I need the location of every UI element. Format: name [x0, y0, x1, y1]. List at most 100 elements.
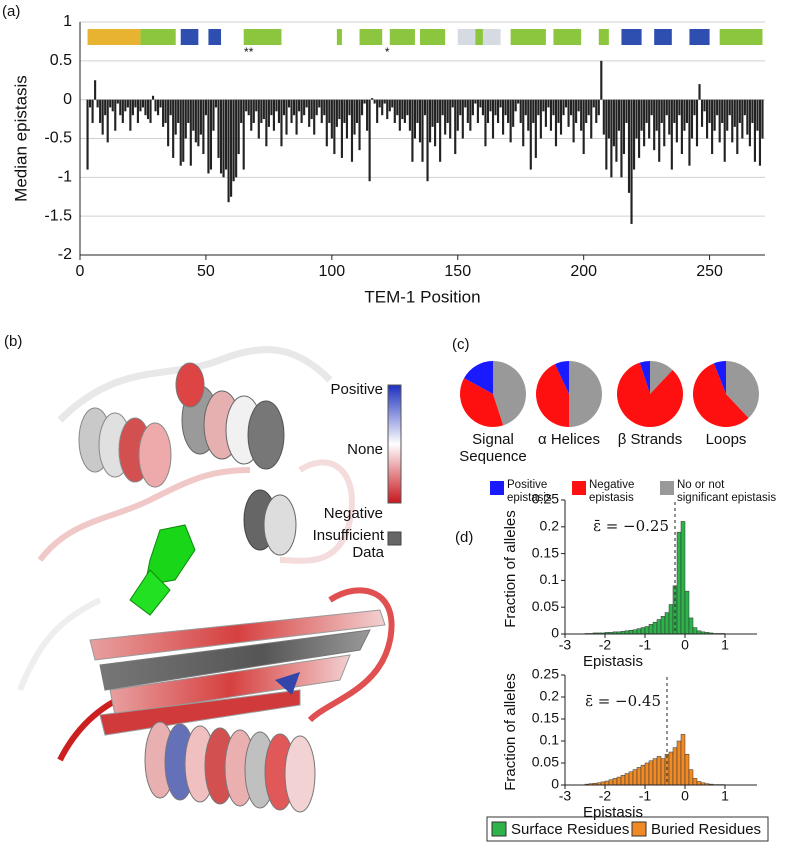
bar — [519, 99, 522, 123]
legend-label: Negative epistasis — [589, 479, 635, 504]
bar — [290, 99, 293, 123]
y-tick-label: 0.25 — [532, 666, 559, 682]
bar — [318, 99, 321, 108]
bar — [333, 99, 336, 155]
bar — [91, 99, 94, 123]
histogram-bar — [636, 628, 642, 635]
bar — [255, 99, 258, 112]
bar — [507, 99, 510, 123]
legend-label: Positive epistasis — [507, 479, 552, 504]
pie-slice — [493, 361, 526, 426]
histogram-bar — [636, 767, 642, 786]
pie-label: Loops — [705, 432, 747, 448]
histogram-bar — [660, 758, 666, 786]
bar — [257, 99, 260, 139]
bar — [235, 99, 238, 178]
colorbar-label: Negative — [324, 505, 383, 522]
bar — [738, 99, 741, 123]
bar — [658, 99, 661, 162]
bar — [527, 99, 530, 131]
bar — [663, 99, 666, 147]
bar — [232, 99, 235, 182]
histogram-bar — [668, 604, 674, 635]
bar — [124, 99, 127, 112]
bar — [713, 99, 716, 131]
panel-label: (a) — [2, 3, 20, 20]
histogram-bar — [640, 627, 646, 635]
bar — [250, 99, 253, 131]
bar — [169, 99, 172, 116]
bar — [570, 99, 573, 116]
histogram-bar — [680, 521, 686, 635]
bar — [489, 99, 492, 112]
structure-segment — [389, 29, 415, 45]
bar — [612, 99, 615, 147]
bar — [597, 99, 600, 116]
y-tick-label: 0 — [551, 625, 559, 641]
bar — [466, 99, 469, 123]
bar — [287, 99, 291, 108]
significance-mark: ** — [244, 45, 254, 59]
y-tick-label: 0.5 — [50, 52, 72, 69]
histogram-bar — [628, 629, 634, 635]
bar — [549, 99, 553, 131]
histogram-bar — [668, 751, 674, 786]
bar — [572, 99, 575, 143]
bar — [393, 99, 396, 123]
structure-segment — [689, 29, 710, 45]
bar — [486, 99, 490, 123]
bar — [461, 99, 464, 139]
bar — [451, 99, 454, 108]
bar — [109, 99, 112, 108]
bar — [476, 99, 479, 123]
bar — [335, 99, 338, 127]
bar — [227, 99, 230, 203]
bar — [162, 99, 165, 127]
bar — [411, 99, 414, 162]
structure-segment — [457, 29, 478, 45]
bar — [753, 99, 756, 162]
bar — [230, 99, 233, 197]
bar — [406, 99, 409, 116]
legend-label: No or not significant epistasis — [677, 479, 777, 504]
bar — [499, 99, 502, 108]
bar — [592, 99, 595, 108]
bar — [643, 99, 646, 147]
bar — [502, 99, 505, 135]
pie-slice — [464, 361, 493, 394]
bar — [688, 99, 691, 166]
bar — [446, 99, 449, 123]
bar — [355, 99, 359, 123]
bar — [454, 99, 457, 155]
x-axis-label: Epistasis — [583, 804, 643, 821]
pie-label: Signal Sequence — [459, 432, 527, 465]
bar — [240, 99, 243, 123]
bar — [436, 99, 439, 123]
bar — [116, 99, 119, 104]
x-tick-label: 0 — [681, 637, 689, 653]
bar — [751, 99, 754, 123]
bar — [607, 99, 610, 139]
bar — [587, 99, 590, 116]
bar — [204, 99, 207, 116]
histogram-bar — [692, 778, 698, 786]
bar — [139, 99, 142, 112]
bar — [564, 99, 568, 108]
bar — [716, 99, 719, 116]
x-tick-label: 0 — [76, 263, 85, 280]
bar — [743, 99, 746, 116]
bar — [106, 99, 109, 143]
bar — [358, 99, 361, 151]
bar — [567, 99, 570, 127]
bar — [698, 84, 701, 100]
bar — [328, 99, 331, 123]
bar — [534, 99, 537, 158]
pie-label-box: α Helices — [538, 432, 600, 448]
bar — [605, 99, 608, 170]
y-tick-label: -0.5 — [44, 130, 72, 147]
missing-label: Insufficient Data — [312, 528, 384, 561]
histogram-bar — [640, 764, 646, 786]
bar — [517, 99, 520, 104]
bar — [398, 99, 401, 131]
x-tick-label: -2 — [599, 637, 612, 653]
